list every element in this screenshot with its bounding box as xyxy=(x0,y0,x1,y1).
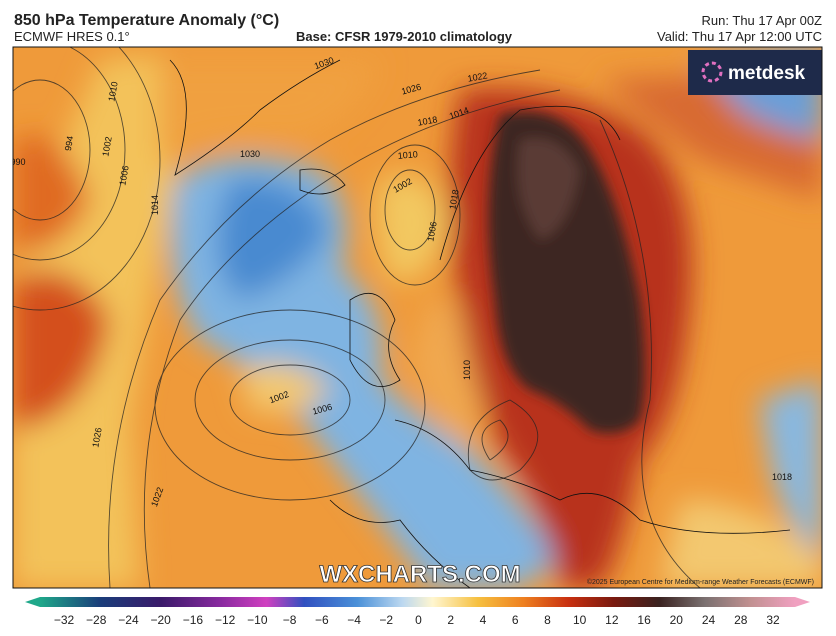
colorbar-tick-label: −8 xyxy=(283,613,297,627)
isobar-label: 1010 xyxy=(462,360,472,380)
colorbar-tick-label: 16 xyxy=(637,613,651,627)
colorbar-tick-label: −12 xyxy=(215,613,236,627)
colorbar-tick-label: 2 xyxy=(447,613,454,627)
run: Run: Thu 17 Apr 00Z xyxy=(702,13,823,28)
logo-box xyxy=(688,50,822,95)
isobar-label: 1018 xyxy=(772,472,792,482)
colorbar-tick-label: −20 xyxy=(151,613,172,627)
colorbar-tick-label: −10 xyxy=(247,613,268,627)
colorbar-bar xyxy=(40,597,795,607)
isobar-label: 1014 xyxy=(150,195,160,215)
colorbar-tick-label: 4 xyxy=(480,613,487,627)
logo: metdesk xyxy=(728,63,806,84)
model: ECMWF HRES 0.1° xyxy=(14,29,130,44)
copyright: ©2025 European Centre for Medium-range W… xyxy=(587,578,814,586)
colorbar xyxy=(25,597,810,607)
isobar-label: 1030 xyxy=(240,149,260,159)
coastlines xyxy=(169,59,791,588)
colorbar-tick-label: −16 xyxy=(183,613,204,627)
colorbar-tick-label: −28 xyxy=(86,613,107,627)
colorbar-tick-label: 0 xyxy=(415,613,422,627)
colorbar-tick-label: 32 xyxy=(766,613,780,627)
isobar-label: 1018 xyxy=(417,114,438,127)
colorbar-arrow-left xyxy=(25,597,40,607)
map: metdesk WXCHARTS.COM ©2025 European Cent… xyxy=(10,47,822,588)
isobar-label: 1018 xyxy=(447,189,460,210)
colorbar-tick-label: −6 xyxy=(315,613,329,627)
colorbar-tick-label: −24 xyxy=(118,613,139,627)
colorbar-tick-label: 28 xyxy=(734,613,748,627)
isobars xyxy=(13,47,701,588)
isobar-label: 1006 xyxy=(425,221,438,242)
isobar-label: 990 xyxy=(10,157,25,167)
isobar-label: 994 xyxy=(63,135,75,152)
colorbar-tick-label: 20 xyxy=(670,613,684,627)
base: Base: CFSR 1979-2010 climatology xyxy=(296,29,513,44)
map-frame xyxy=(12,46,823,589)
colorbar-tick-label: −4 xyxy=(347,613,361,627)
colorbar-tick-label: 6 xyxy=(512,613,519,627)
isobar-label: 1026 xyxy=(90,427,103,448)
colorbar-ticks: −32 −28 −24 −20 −16 −12 −10 −8 −6 −4 −2 0 2 4 6 8 10 12 16… xyxy=(54,613,780,627)
valid: Valid: Thu 17 Apr 12:00 UTC xyxy=(657,29,822,44)
colorbar-tick-label: 24 xyxy=(702,613,716,627)
title: 850 hPa Temperature Anomaly (°C) xyxy=(14,12,279,29)
colorbar-tick-label: 12 xyxy=(605,613,619,627)
colorbar-tick-label: −32 xyxy=(54,613,75,627)
colorbar-tick-label: 8 xyxy=(544,613,551,627)
logo-icon xyxy=(701,61,723,83)
isobar-label: 1022 xyxy=(467,70,488,83)
colorbar-tick-label: −2 xyxy=(379,613,393,627)
isobar-label: 1006 xyxy=(117,165,130,186)
isobar-label: 1010 xyxy=(397,149,418,161)
isobar-label: 1002 xyxy=(100,136,113,157)
isobar-label: 1010 xyxy=(106,81,119,102)
colorbar-arrow-right xyxy=(795,597,810,607)
watermark: WXCHARTS.COM xyxy=(319,561,520,588)
colorbar-tick-label: 10 xyxy=(573,613,587,627)
